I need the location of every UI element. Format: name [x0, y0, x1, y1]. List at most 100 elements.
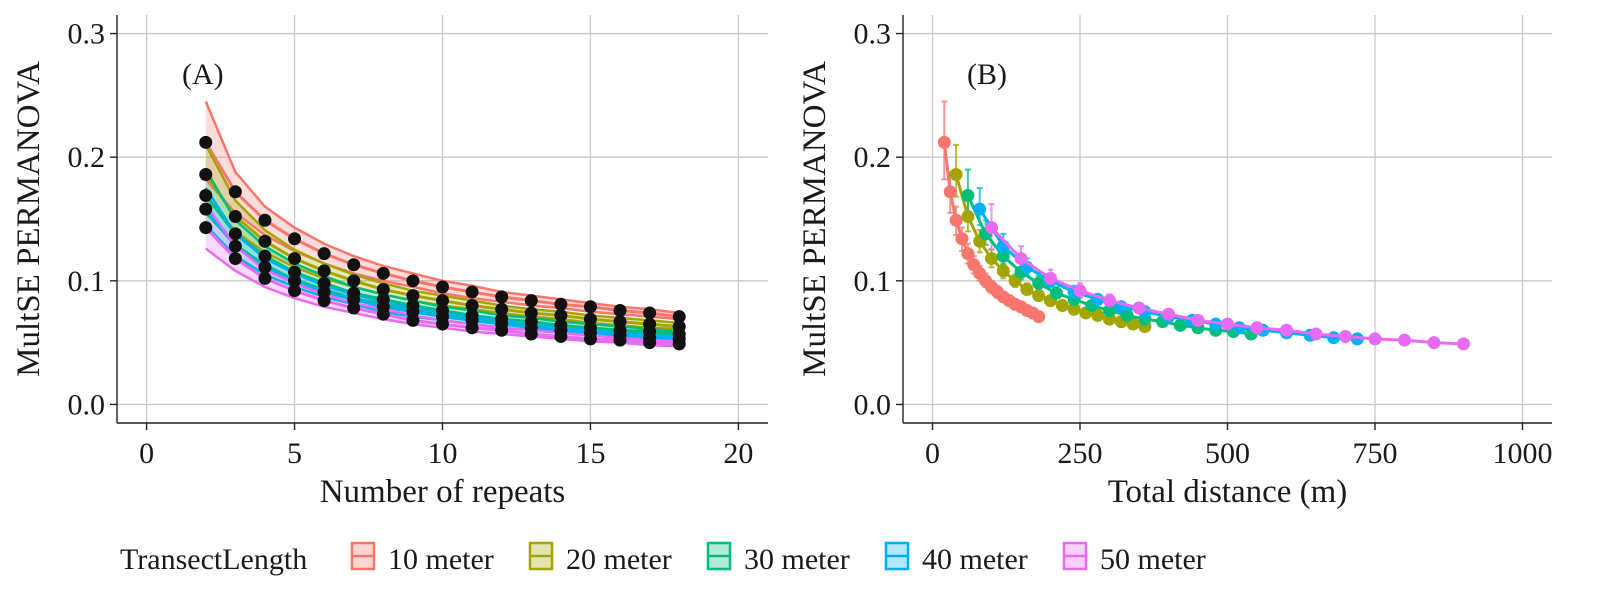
- data-point: [943, 185, 957, 199]
- data-point: [583, 332, 597, 346]
- data-point: [554, 297, 568, 311]
- data-point: [1044, 271, 1057, 285]
- data-point: [436, 280, 449, 294]
- data-point: [643, 306, 657, 320]
- data-point: [317, 294, 331, 308]
- data-point: [228, 210, 242, 224]
- data-point: [258, 271, 272, 285]
- data-point: [524, 327, 538, 341]
- x-tick-label: 0: [139, 437, 154, 470]
- data-point: [1427, 336, 1441, 350]
- data-point: [1368, 332, 1382, 346]
- data-point: [524, 294, 538, 308]
- data-point: [949, 213, 963, 227]
- data-point: [1309, 327, 1323, 341]
- y-tick-label: 0.0: [68, 388, 106, 421]
- legend-item: 40 meter: [884, 541, 1028, 576]
- legend-item: 30 meter: [706, 541, 850, 576]
- y-axis-title: MultSE PERMANOVA: [11, 61, 47, 377]
- panel-a: 0 5 10 15 20 0.0 0.1 0.2 0.3 Number of repeats Mul…: [11, 15, 768, 510]
- data-point: [258, 260, 272, 274]
- data-point: [961, 210, 975, 224]
- legend-item: 20 meter: [528, 541, 672, 576]
- data-point: [1339, 329, 1352, 343]
- data-point: [1055, 299, 1069, 313]
- data-point: [376, 282, 390, 296]
- data-point: [1162, 307, 1175, 321]
- data-point: [495, 323, 509, 337]
- x-tick-label: 15: [575, 437, 605, 470]
- x-tick-label: 0: [925, 437, 940, 470]
- legend-label: 20 meter: [566, 543, 672, 576]
- data-point: [1014, 252, 1028, 266]
- data-point: [199, 189, 213, 203]
- data-point: [376, 307, 390, 321]
- data-point: [258, 249, 272, 263]
- y-tick-label: 0.3: [854, 18, 892, 51]
- data-point: [317, 264, 331, 278]
- data-point: [1457, 337, 1470, 351]
- data-point: [937, 135, 951, 149]
- data-point: [288, 284, 302, 298]
- data-point: [1020, 282, 1034, 296]
- data-point: [199, 167, 213, 181]
- data-point: [406, 313, 420, 327]
- legend-item: 50 meter: [1062, 541, 1206, 576]
- legend-title: TransectLength: [120, 543, 307, 576]
- data-point: [985, 252, 998, 266]
- data-point: [613, 333, 627, 347]
- data-point: [613, 303, 627, 317]
- x-tick-label: 750: [1353, 437, 1398, 470]
- data-point: [228, 227, 242, 241]
- data-point: [1091, 308, 1105, 322]
- data-point: [406, 274, 420, 288]
- data-point: [228, 239, 242, 253]
- data-point: [199, 135, 213, 149]
- data-point: [317, 247, 331, 261]
- data-point: [996, 249, 1010, 263]
- data-point: [288, 252, 302, 266]
- data-point: [199, 221, 213, 235]
- data-point: [1191, 313, 1205, 327]
- data-point: [258, 213, 272, 227]
- panel-label: (A): [182, 58, 224, 91]
- data-point: [228, 252, 242, 266]
- data-point: [1232, 321, 1246, 335]
- data-point: [1250, 321, 1264, 335]
- data-point: [465, 321, 479, 335]
- data-point: [1327, 331, 1341, 345]
- data-point: [1398, 333, 1411, 347]
- data-point: [465, 285, 479, 299]
- x-tick-label: 5: [287, 437, 302, 470]
- y-tick-label: 0.2: [68, 141, 106, 174]
- data-point: [1221, 317, 1234, 331]
- x-axis-title: Number of repeats: [320, 474, 566, 510]
- data-point: [1073, 284, 1087, 298]
- data-point: [288, 274, 302, 288]
- plot-area: [199, 101, 686, 351]
- x-tick-label: 1000: [1493, 437, 1553, 470]
- data-point: [228, 185, 242, 199]
- data-point: [672, 310, 686, 324]
- data-point: [1032, 310, 1046, 324]
- data-point: [1032, 276, 1046, 290]
- data-point: [347, 274, 361, 288]
- data-point: [436, 294, 449, 308]
- plot-area: [937, 100, 1470, 351]
- panel-b: 0 250 500 750 1000 0.0 0.1 0.2 0.3 Total distance…: [797, 15, 1553, 510]
- data-point: [554, 308, 568, 322]
- y-tick-label: 0.1: [854, 265, 892, 298]
- data-point: [996, 264, 1010, 278]
- y-tick-label: 0.0: [854, 388, 892, 421]
- data-point: [973, 202, 987, 216]
- data-point: [288, 232, 302, 246]
- data-point: [406, 289, 420, 303]
- data-point: [376, 266, 390, 280]
- data-point: [1049, 286, 1063, 300]
- x-axis-title: Total distance (m): [1108, 474, 1348, 510]
- legend: TransectLength 10 meter 20 meter 30 meter 4…: [120, 541, 1206, 576]
- data-point: [436, 317, 449, 331]
- data-point: [985, 221, 998, 235]
